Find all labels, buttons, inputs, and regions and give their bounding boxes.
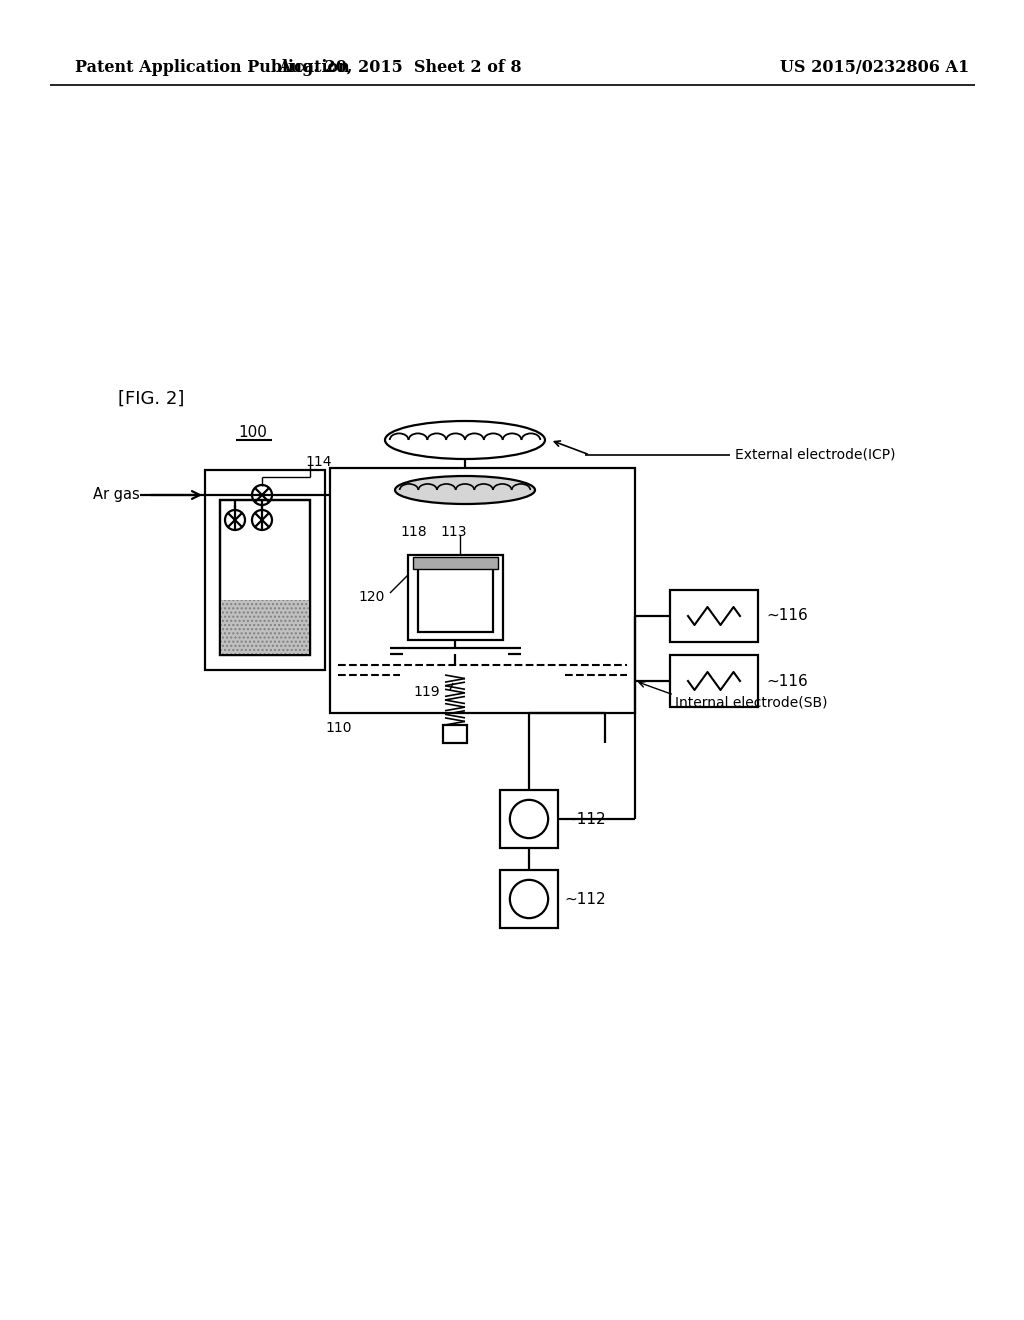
Text: ~112: ~112 [564, 891, 605, 907]
Text: ~116: ~116 [766, 609, 808, 623]
Text: 113: 113 [440, 525, 467, 539]
Ellipse shape [395, 477, 535, 504]
Bar [413, 557, 498, 569]
Text: 110: 110 [325, 721, 351, 735]
Bar [418, 568, 493, 632]
Bar [221, 601, 309, 653]
Bar [408, 554, 503, 640]
Text: 119: 119 [414, 685, 440, 700]
Text: Ar gas: Ar gas [93, 487, 140, 503]
Text: Patent Application Publication: Patent Application Publication [75, 59, 350, 77]
Bar [220, 500, 310, 655]
Text: 118: 118 [400, 525, 427, 539]
Bar [670, 655, 758, 708]
Text: 100: 100 [238, 425, 267, 440]
Ellipse shape [385, 421, 545, 459]
Text: US 2015/0232806 A1: US 2015/0232806 A1 [780, 59, 970, 77]
Text: External electrode(ICP): External electrode(ICP) [735, 447, 896, 462]
Text: 114: 114 [305, 455, 332, 469]
Bar [205, 470, 325, 671]
Bar [500, 870, 558, 928]
Text: [FIG. 2]: [FIG. 2] [118, 389, 184, 408]
Bar [443, 725, 467, 743]
Bar [500, 789, 558, 847]
Bar [330, 469, 635, 713]
Text: ~112: ~112 [564, 812, 605, 826]
Text: 120: 120 [358, 590, 385, 605]
Text: Aug. 20, 2015  Sheet 2 of 8: Aug. 20, 2015 Sheet 2 of 8 [279, 59, 522, 77]
Bar [220, 500, 310, 655]
Text: Internal electrode(SB): Internal electrode(SB) [675, 696, 827, 709]
Text: ~116: ~116 [766, 673, 808, 689]
Bar [670, 590, 758, 642]
